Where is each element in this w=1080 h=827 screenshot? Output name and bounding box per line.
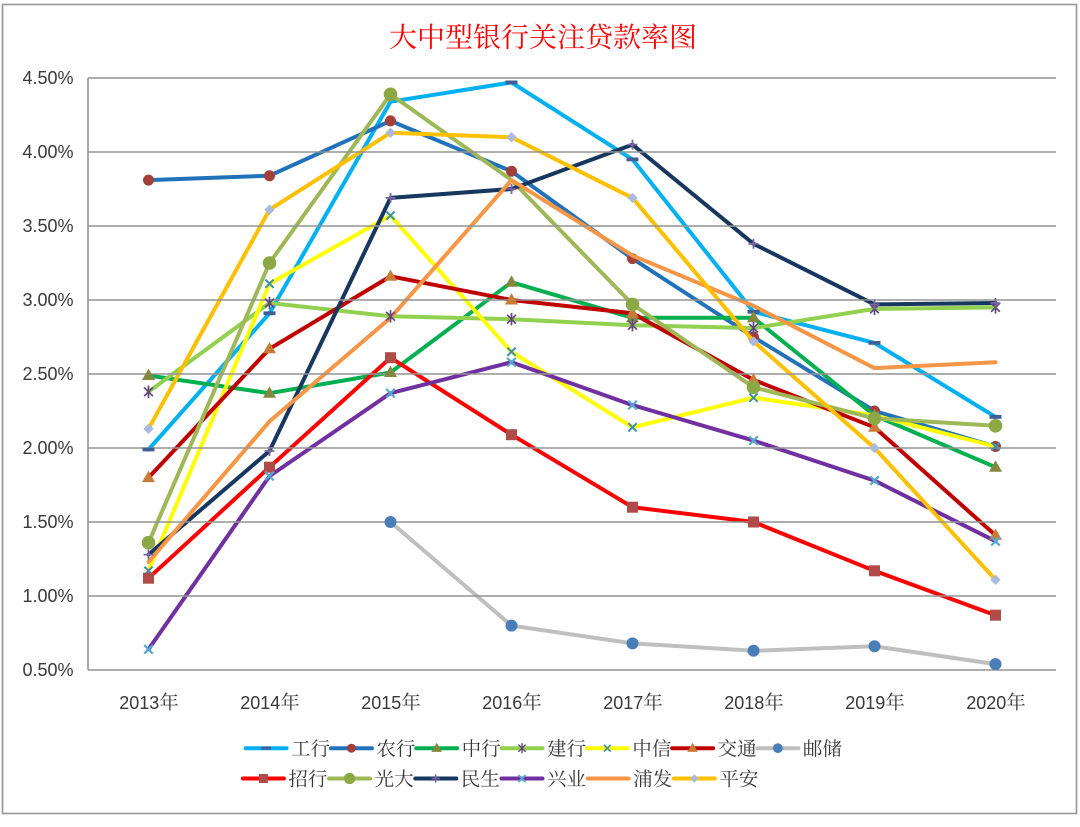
svg-text:1.50%: 1.50%	[22, 512, 73, 532]
svg-text:1.00%: 1.00%	[22, 586, 73, 606]
svg-text:2.00%: 2.00%	[22, 438, 73, 458]
svg-text:0.50%: 0.50%	[22, 660, 73, 680]
svg-text:4.50%: 4.50%	[22, 68, 73, 88]
svg-text:2018: 2018	[724, 693, 764, 713]
svg-text:2013: 2013	[119, 693, 159, 713]
svg-text:4.00%: 4.00%	[22, 142, 73, 162]
svg-text:2.50%: 2.50%	[22, 364, 73, 384]
svg-text:3.50%: 3.50%	[22, 216, 73, 236]
svg-text:2015: 2015	[361, 693, 401, 713]
svg-text:2019: 2019	[845, 693, 885, 713]
svg-text:2016: 2016	[482, 693, 522, 713]
svg-text:3.00%: 3.00%	[22, 290, 73, 310]
svg-text:2017: 2017	[603, 693, 643, 713]
svg-text:2014: 2014	[240, 693, 280, 713]
svg-text:2020: 2020	[966, 693, 1006, 713]
